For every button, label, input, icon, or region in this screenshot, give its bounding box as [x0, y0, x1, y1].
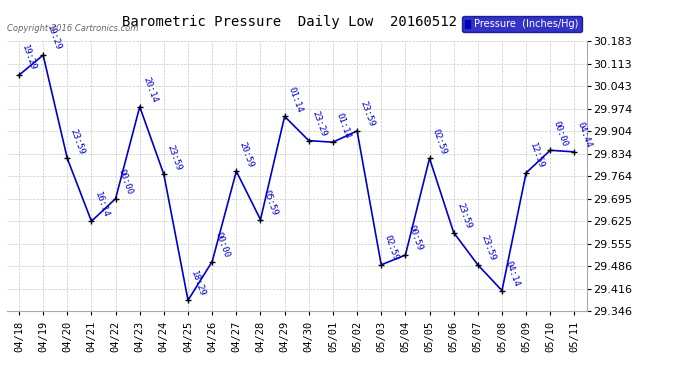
Text: 23:59: 23:59 — [166, 143, 183, 172]
Text: 04:14: 04:14 — [504, 260, 521, 288]
Text: Copyright 2016 Cartronics.com: Copyright 2016 Cartronics.com — [7, 24, 138, 33]
Text: 18:29: 18:29 — [190, 269, 207, 297]
Text: 16:14: 16:14 — [93, 190, 110, 219]
Text: 05:59: 05:59 — [262, 189, 279, 217]
Text: 04:44: 04:44 — [576, 121, 593, 149]
Text: 23:59: 23:59 — [455, 201, 473, 230]
Text: 12:59: 12:59 — [528, 142, 545, 170]
Text: 23:59: 23:59 — [69, 127, 86, 156]
Text: 01:14: 01:14 — [286, 85, 304, 114]
Text: 19:29: 19:29 — [21, 44, 38, 72]
Text: Barometric Pressure  Daily Low  20160512: Barometric Pressure Daily Low 20160512 — [122, 15, 457, 29]
Text: 00:00: 00:00 — [214, 231, 231, 259]
Text: 23:59: 23:59 — [359, 100, 376, 128]
Text: 00:00: 00:00 — [117, 168, 135, 196]
Text: 19:29: 19:29 — [45, 24, 62, 52]
Text: 23:29: 23:29 — [310, 110, 328, 138]
Text: 02:59: 02:59 — [431, 127, 448, 156]
Text: 01:14: 01:14 — [335, 111, 352, 140]
Text: 00:59: 00:59 — [407, 224, 424, 252]
Text: 00:00: 00:00 — [552, 119, 569, 147]
Text: 20:14: 20:14 — [141, 76, 159, 104]
Text: 02:59: 02:59 — [383, 234, 400, 262]
Text: 23:59: 23:59 — [480, 234, 497, 262]
Legend: Pressure  (Inches/Hg): Pressure (Inches/Hg) — [462, 16, 582, 32]
Text: 20:59: 20:59 — [238, 140, 255, 168]
